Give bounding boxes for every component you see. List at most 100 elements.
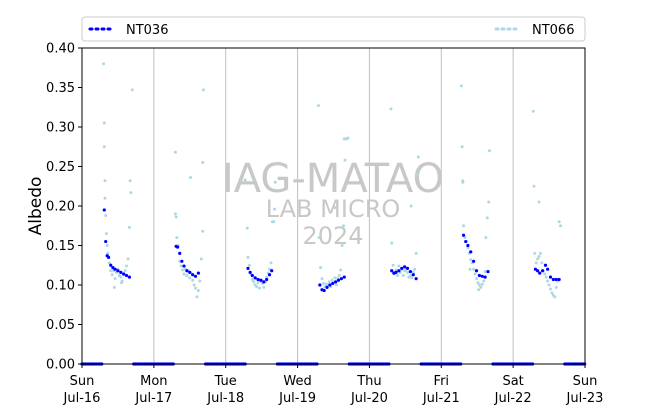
data-point-nt066 [269,261,273,265]
data-point-nt066 [104,213,108,217]
data-point-nt066 [107,261,111,265]
data-point-nt066 [337,274,341,278]
data-point-nt036 [394,270,398,274]
data-point-nt066 [479,285,483,289]
data-point-nt036 [551,277,555,282]
data-point-nt066 [537,200,541,204]
data-point-nt036 [262,280,266,284]
data-point-nt066 [468,267,472,271]
x-tick-label-date: Jul-21 [422,391,460,406]
data-point-nt066 [247,263,251,267]
data-point-nt036 [246,266,250,271]
data-point-nt036 [185,269,189,273]
x-axis: Sun Jul-16 Mon Jul-17 Tue Jul-18 Wed Jul-19 Thu J… [63,364,603,406]
data-point-nt066 [483,270,487,274]
data-point-nt066 [123,269,127,273]
data-point-nt066 [409,204,413,208]
points-layer [80,62,587,366]
data-point-nt036 [390,269,394,273]
data-point-nt066 [390,241,394,245]
data-point-nt066 [189,176,193,180]
data-point-nt036 [541,269,545,273]
y-tick-label: 0.15 [46,239,75,254]
data-point-nt036 [554,277,558,282]
x-tick-label-date: Jul-18 [206,391,244,406]
data-point-nt036 [403,265,407,269]
data-point-nt036 [414,277,418,281]
data-point-nt066 [394,268,398,272]
data-point-nt066 [196,289,200,293]
y-tick-label: 0.35 [46,81,75,96]
data-point-nt066 [112,285,116,289]
data-point-nt066 [102,121,106,125]
data-point-nt066 [272,220,276,224]
data-point-nt066 [194,286,198,290]
data-point-nt036 [543,263,548,267]
data-point-nt036 [466,243,470,248]
data-point-nt036 [253,276,257,280]
data-point-nt066 [198,279,202,283]
data-point-nt066 [274,162,278,166]
data-point-nt066 [103,179,107,183]
data-point-nt066 [480,282,484,286]
data-point-nt036 [400,266,404,271]
data-point-nt036 [102,208,106,212]
data-point-nt036 [196,271,201,275]
data-point-nt066 [185,274,189,278]
data-point-nt066 [536,257,540,261]
data-point-nt036 [408,269,412,274]
data-point-nt066 [340,244,344,247]
data-point-nt066 [273,207,277,211]
y-tick-label: 0.25 [46,160,75,175]
data-point-nt066 [538,251,542,255]
y-tick-label: 0.40 [46,42,75,57]
data-point-nt066 [462,224,466,228]
data-point-nt066 [195,295,199,299]
data-point-nt036 [535,269,540,273]
data-point-nt066 [482,279,486,283]
data-point-nt036 [127,275,132,279]
data-point-nt066 [406,270,410,274]
data-point-nt066 [243,178,247,182]
data-point-nt036 [546,267,550,271]
data-point-nt036 [483,275,487,279]
data-point-nt066 [179,264,183,268]
data-point-nt066 [104,232,108,236]
data-point-nt036 [113,267,117,271]
data-point-nt036 [328,283,332,287]
data-point-nt066 [256,281,260,285]
data-point-nt036 [318,283,322,287]
data-point-nt066 [543,272,547,276]
data-point-nt036 [548,275,553,279]
x-tick-label-date: Jul-20 [350,391,388,406]
data-point-nt036 [180,259,184,263]
data-point-nt066 [199,257,203,261]
y-tick-label: 0.00 [46,358,75,373]
data-point-nt066 [472,267,476,271]
legend: NT036 NT066 [81,16,586,42]
data-point-nt066 [544,275,548,279]
data-point-nt066 [484,236,488,240]
y-tick-label: 0.10 [46,279,75,294]
y-tick-label: 0.05 [46,318,75,333]
data-point-nt036 [259,278,263,282]
data-point-nt066 [477,288,481,292]
data-point-nt066 [477,283,481,287]
data-point-nt066 [391,263,395,267]
data-point-nt066 [333,276,337,280]
data-point-nt036 [122,272,126,276]
data-point-nt066 [473,272,477,276]
data-point-nt066 [245,226,249,230]
data-point-nt036 [116,269,120,273]
data-point-nt066 [129,191,133,195]
data-point-nt066 [550,291,554,295]
data-point-nt066 [557,220,561,224]
data-point-nt066 [474,277,478,281]
data-point-nt066 [252,280,256,284]
data-point-nt066 [130,88,134,92]
data-point-nt036 [188,270,192,274]
data-point-nt066 [461,180,465,184]
data-point-nt036 [270,269,274,273]
data-point-nt066 [174,215,178,219]
